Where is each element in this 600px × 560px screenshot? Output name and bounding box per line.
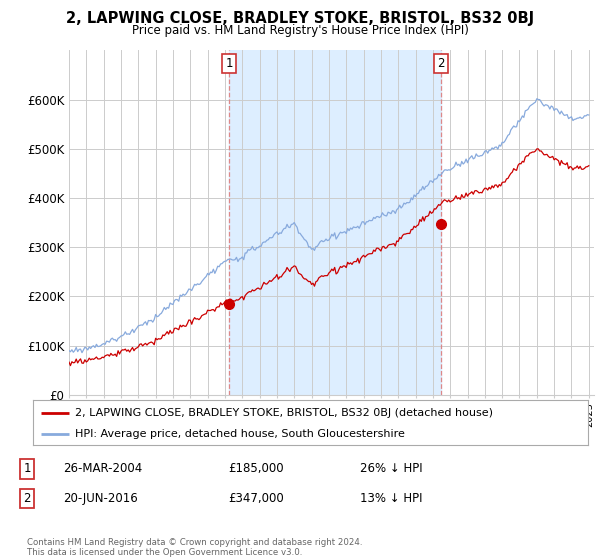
Text: 2, LAPWING CLOSE, BRADLEY STOKE, BRISTOL, BS32 0BJ (detached house): 2, LAPWING CLOSE, BRADLEY STOKE, BRISTOL… bbox=[74, 408, 493, 418]
Text: 20-JUN-2016: 20-JUN-2016 bbox=[63, 492, 138, 505]
Text: HPI: Average price, detached house, South Gloucestershire: HPI: Average price, detached house, Sout… bbox=[74, 429, 404, 439]
Text: £347,000: £347,000 bbox=[228, 492, 284, 505]
Text: 2: 2 bbox=[23, 492, 31, 505]
Text: 13% ↓ HPI: 13% ↓ HPI bbox=[360, 492, 422, 505]
Text: 2, LAPWING CLOSE, BRADLEY STOKE, BRISTOL, BS32 0BJ: 2, LAPWING CLOSE, BRADLEY STOKE, BRISTOL… bbox=[66, 11, 534, 26]
Text: 26-MAR-2004: 26-MAR-2004 bbox=[63, 462, 142, 475]
Text: 26% ↓ HPI: 26% ↓ HPI bbox=[360, 462, 422, 475]
Text: 1: 1 bbox=[225, 57, 233, 71]
Text: Contains HM Land Registry data © Crown copyright and database right 2024.
This d: Contains HM Land Registry data © Crown c… bbox=[27, 538, 362, 557]
Text: Price paid vs. HM Land Registry's House Price Index (HPI): Price paid vs. HM Land Registry's House … bbox=[131, 24, 469, 36]
Text: £185,000: £185,000 bbox=[228, 462, 284, 475]
Bar bbox=[229, 50, 441, 395]
Text: 2: 2 bbox=[437, 57, 445, 71]
Text: 1: 1 bbox=[23, 462, 31, 475]
